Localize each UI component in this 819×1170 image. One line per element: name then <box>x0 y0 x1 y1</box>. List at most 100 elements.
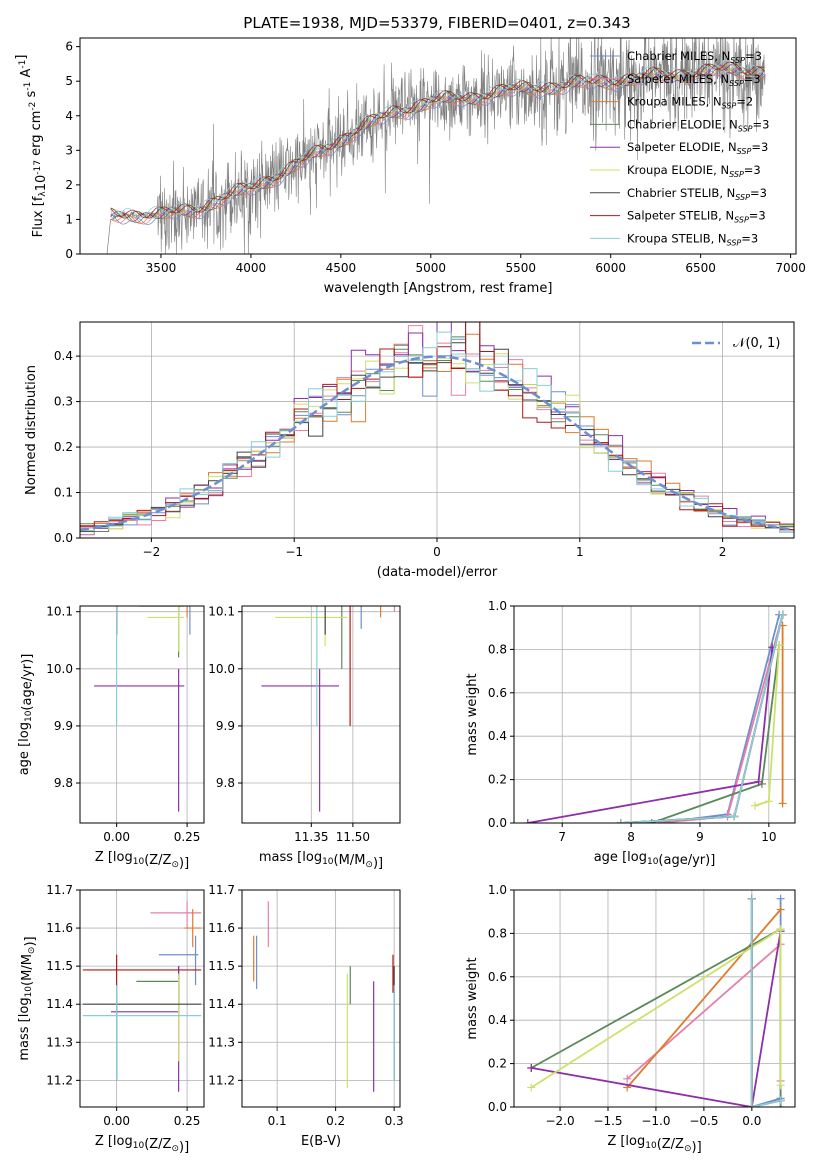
legend-sub: SSP <box>730 56 745 65</box>
label-part: ⊙ <box>27 947 37 955</box>
model-line-salpeter-stelib <box>110 61 765 219</box>
y-tick-label: 10.0 <box>46 662 73 676</box>
x-axis-label: age [log10(age/yr)] <box>594 850 716 868</box>
errorbar-chabrier-miles <box>158 935 199 986</box>
x-tick-label: 0.3 <box>385 1114 404 1128</box>
y-tick-label: 2 <box>65 178 73 192</box>
errorbar-salpeter-stelib <box>82 954 202 986</box>
y-tick-label: 6 <box>65 40 73 54</box>
y-tick-label: 0.8 <box>488 926 507 940</box>
errorbar-kroupa-miles <box>184 909 202 948</box>
y-tick-label: 1 <box>65 212 73 226</box>
axes-frame <box>513 889 796 1108</box>
axes-frame <box>513 605 796 824</box>
legend-sub: SSP <box>729 79 744 88</box>
errorbar-kroupa-miles <box>186 606 188 618</box>
axes-age_vs_mass: 11.35 11.50 9.8 9.9 10.0 10.1 mass [log10(M/M⊙… <box>208 605 401 871</box>
legend-label-kroupa-stelib: Kroupa STELIB, NSSP=3 <box>627 231 758 247</box>
axes-frame <box>79 889 205 1108</box>
y-tick-label: 10.1 <box>208 605 235 619</box>
y-tick-label: 0.6 <box>488 970 507 984</box>
spectrum-legend: Chabrier MILES, NSSP=3 Salpeter MILES, NS… <box>590 49 769 247</box>
label-part: mass [log <box>259 850 322 865</box>
y-tick-label: 9.8 <box>216 776 235 790</box>
legend-sub: SSP <box>727 238 742 247</box>
y-tick-label: 9.8 <box>54 776 73 790</box>
figure-title: PLATE=1938, MJD=53379, FIBERID=0401, z=0… <box>243 14 630 32</box>
x-axis-label: Z [log10(Z/Z⊙)] <box>95 1134 189 1155</box>
label-part: 10 <box>133 857 145 867</box>
plot-area-age_vs_Z <box>94 606 191 812</box>
x-tick-label: 6000 <box>595 261 626 275</box>
errorbar-salpeter-miles <box>178 606 180 612</box>
errorbar-kroupa-stelib <box>316 606 318 726</box>
label-part: )] <box>692 1140 702 1155</box>
x-tick-label: 11.50 <box>336 830 370 844</box>
marker-kroupa-stelib <box>616 819 625 823</box>
y-tick-label: 0 <box>65 247 73 261</box>
marker-kroupa-miles <box>778 799 787 808</box>
label-part: (age/yr)] <box>20 654 35 711</box>
y-tick-label: 10.1 <box>46 605 73 619</box>
weight-line-kroupa-stelib <box>750 898 781 1107</box>
y-tick-label: 11.3 <box>46 1035 73 1049</box>
x-tick-label: 0 <box>433 545 441 559</box>
weight-line-salpeter-elodie <box>527 647 774 823</box>
legend-sub: SSP <box>735 193 750 202</box>
label-part: s <box>24 90 39 101</box>
x-tick-label: 2 <box>719 545 727 559</box>
label-part: -2 <box>28 102 38 111</box>
y-tick-label: 0.4 <box>488 729 507 743</box>
y-tick-label: 5 <box>65 74 73 88</box>
label-part: (Z/Z <box>144 853 171 868</box>
axes-frame <box>79 605 205 824</box>
label-part: A <box>19 69 34 82</box>
x-axis-label: (data-model)/error <box>377 565 498 580</box>
y-axis-label: mass weight <box>465 673 480 755</box>
axes-spectrum: 3500 4000 4500 5000 5500 6000 6500 7000 0 1 2 3 4 5 6 w… <box>14 37 806 296</box>
errorbar-salpeter-miles <box>393 606 396 612</box>
label-part: age [log <box>594 850 647 865</box>
x-tick-label: 8 <box>627 830 635 844</box>
label-part: 10 <box>24 710 34 722</box>
label-part: (data-model)/error <box>377 565 498 580</box>
x-tick-label: −1.0 <box>641 1114 670 1128</box>
legend-nssp: =3 <box>744 163 761 177</box>
x-tick-label: 4000 <box>236 261 267 275</box>
model-line-salpeter-elodie <box>110 63 765 222</box>
marker-kroupa-elodie <box>775 641 784 650</box>
y-tick-label: 0.4 <box>488 1013 507 1027</box>
legend-sub: SSP <box>734 216 749 225</box>
marker-kroupa-miles <box>776 905 785 914</box>
label-part: ⊙ <box>171 860 179 870</box>
y-tick-label: 11.7 <box>208 883 235 897</box>
legend-label-chabrier-miles: Chabrier MILES, NSSP=3 <box>627 49 762 65</box>
axes-residuals: −2 −1 0 1 2 0.0 0.1 0.2 0.3 0.4 (data-model)/error… <box>24 321 795 580</box>
weight-line-salpeter-elodie <box>531 931 782 1107</box>
y-tick-label: 9.9 <box>54 719 73 733</box>
marker-kroupa-stelib <box>730 812 739 821</box>
model-line-chabrier-miles <box>110 69 765 225</box>
y-tick-label: 1.0 <box>488 883 507 897</box>
x-tick-label: 3500 <box>146 261 177 275</box>
legend-sub: SSP <box>722 102 737 111</box>
model-line-kroupa-elodie <box>110 63 765 221</box>
legend-label-kroupa-miles: Kroupa MILES, NSSP=2 <box>627 95 753 111</box>
marker-kroupa-elodie <box>776 925 785 934</box>
errorbar-chabrier-stelib <box>116 606 118 635</box>
legend-label-chabrier-stelib: Chabrier STELIB, NSSP=3 <box>627 186 767 202</box>
histogram-kroupa-stelib <box>80 331 794 533</box>
legend-label-salpeter-elodie: Salpeter ELODIE, NSSP=3 <box>627 140 768 156</box>
errorbar-kroupa-elodie <box>147 606 185 652</box>
errorbar-kroupa-stelib <box>82 985 202 1081</box>
x-tick-label: 0.0 <box>742 1114 761 1128</box>
y-tick-label: 0.0 <box>54 531 73 545</box>
label-part: ] <box>14 55 29 60</box>
marker-salpeter-miles <box>623 1074 632 1083</box>
legend-sub: SSP <box>729 170 744 179</box>
label-part: age [log <box>17 722 32 775</box>
errorbar-salpeter-elodie <box>261 668 340 812</box>
legend-label-kroupa-elodie: Kroupa ELODIE, NSSP=3 <box>627 163 761 179</box>
legend-nssp: =3 <box>750 186 767 200</box>
